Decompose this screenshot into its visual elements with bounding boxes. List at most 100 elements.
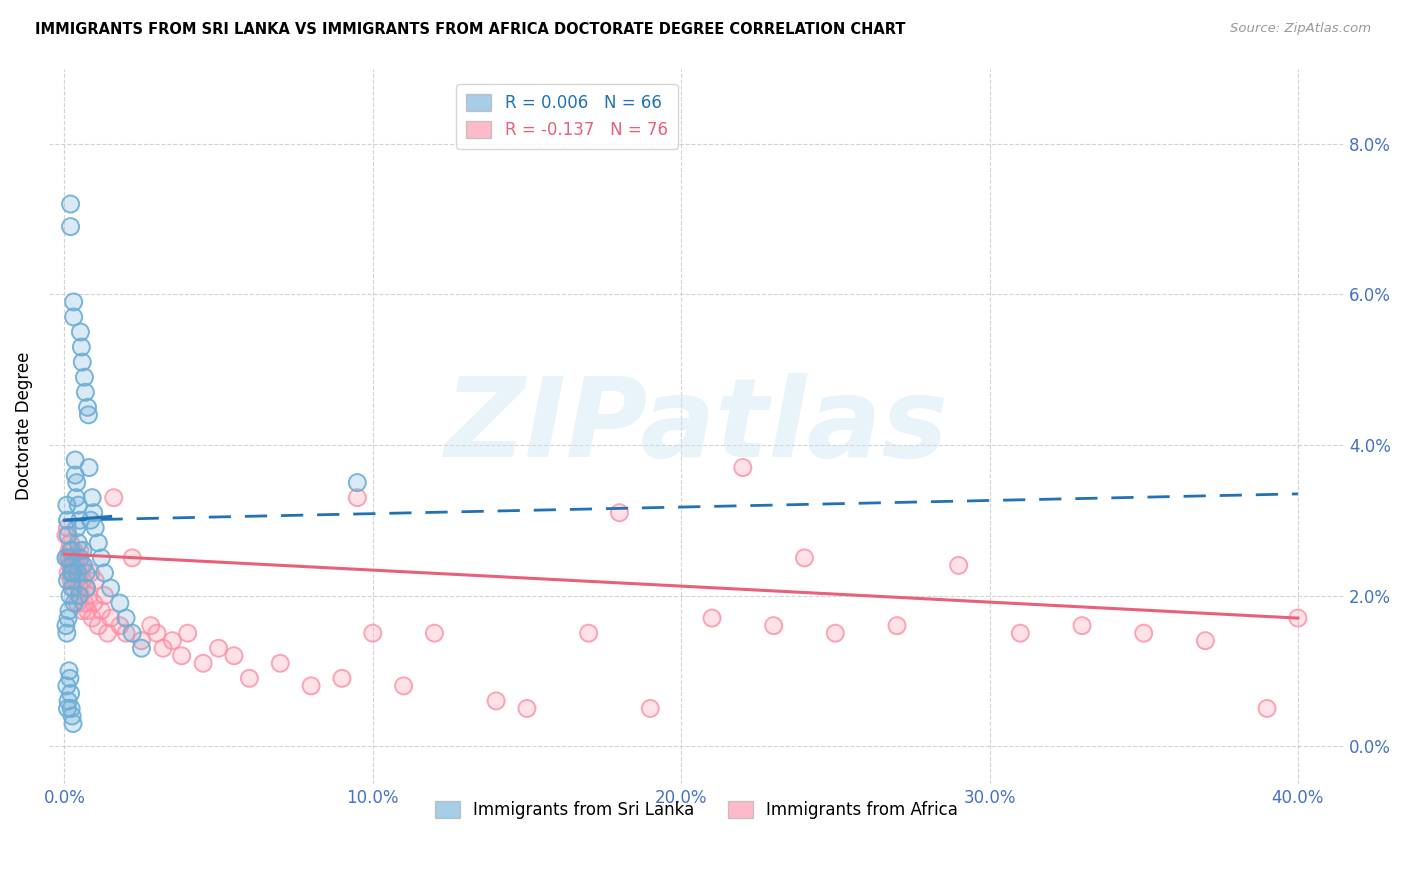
Point [66,596,89,610]
Point [60,709,83,723]
Point [87,618,110,632]
Point [1132,626,1154,640]
Point [76,581,98,595]
Point [72,355,94,369]
Point [640,701,662,715]
Point [73,596,96,610]
Point [578,626,600,640]
Point [56,611,79,625]
Point [63,468,86,483]
Point [69,589,91,603]
Point [139,618,162,632]
Point [115,626,138,640]
Point [56,701,79,715]
Point [67,566,90,580]
Point [609,506,631,520]
Point [87,536,110,550]
Point [886,618,908,632]
Point [65,574,87,588]
Point [65,491,87,505]
Point [56,521,79,535]
Point [108,596,131,610]
Point [56,701,79,715]
Point [60,574,83,588]
Point [58,664,80,678]
Point [330,671,353,685]
Point [75,385,97,400]
Point [115,611,138,625]
Point [63,581,86,595]
Point [346,475,368,490]
Point [59,589,82,603]
Point [66,475,89,490]
Point [299,679,322,693]
Point [66,550,89,565]
Point [516,701,538,715]
Point [578,626,600,640]
Point [103,491,125,505]
Point [1071,618,1094,632]
Point [60,701,83,715]
Point [58,550,80,565]
Point [62,566,84,580]
Point [59,686,82,700]
Point [90,550,112,565]
Point [62,543,84,558]
Point [72,604,94,618]
Point [67,566,90,580]
Point [60,543,83,558]
Point [100,581,122,595]
Point [59,197,82,211]
Point [121,550,143,565]
Point [73,596,96,610]
Point [75,566,97,580]
Point [609,506,631,520]
Point [162,633,184,648]
Point [56,550,79,565]
Point [238,671,260,685]
Point [62,310,84,324]
Point [59,671,82,685]
Point [115,611,138,625]
Point [66,521,89,535]
Point [1194,633,1216,648]
Point [62,716,84,731]
Point [731,460,754,475]
Point [66,550,89,565]
Point [700,611,723,625]
Point [269,657,291,671]
Point [76,581,98,595]
Point [60,558,83,573]
Point [66,596,89,610]
Legend: Immigrants from Sri Lanka, Immigrants from Africa: Immigrants from Sri Lanka, Immigrants fr… [429,794,965,825]
Point [100,611,122,625]
Point [69,325,91,339]
Point [131,641,153,656]
Point [485,694,508,708]
Point [67,581,90,595]
Point [56,550,79,565]
Point [63,596,86,610]
Point [59,558,82,573]
Point [346,491,368,505]
Point [69,550,91,565]
Point [1286,611,1309,625]
Point [79,513,101,527]
Point [72,558,94,573]
Point [77,460,100,475]
Point [70,558,93,573]
Point [640,701,662,715]
Point [97,626,120,640]
Point [361,626,384,640]
Point [63,558,86,573]
Point [392,679,415,693]
Point [238,671,260,685]
Point [762,618,785,632]
Point [72,558,94,573]
Point [60,566,83,580]
Point [56,566,79,580]
Point [67,581,90,595]
Point [66,566,89,580]
Text: ZIPatlas: ZIPatlas [444,373,949,480]
Point [58,543,80,558]
